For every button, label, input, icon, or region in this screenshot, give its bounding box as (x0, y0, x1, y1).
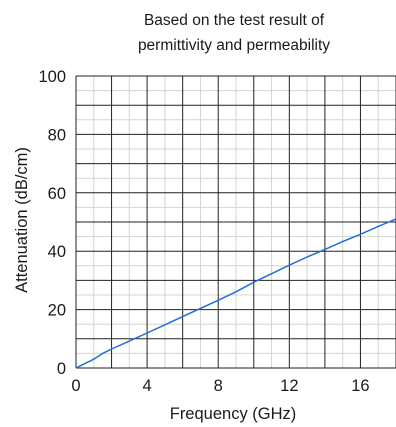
chart-title-line-1: Based on the test result of (144, 12, 325, 29)
x-tick-label: 16 (351, 377, 369, 395)
x-tick-label: 12 (280, 377, 298, 395)
chart-title-line-2: permittivity and permeability (138, 37, 330, 54)
x-tick-label: 8 (214, 377, 223, 395)
y-tick-label: 100 (38, 68, 66, 86)
x-axis-label: Frequency (GHz) (170, 405, 297, 423)
attenuation-line (75, 218, 396, 369)
x-tick-labels: 0 4 8 12 16 (71, 377, 369, 395)
y-tick-label: 80 (48, 126, 66, 144)
x-tick-label: 4 (143, 377, 152, 395)
y-axis-label: Attenuation (dB/cm) (13, 147, 31, 293)
minor-grid (76, 76, 396, 368)
y-tick-label: 40 (48, 243, 66, 261)
y-tick-label: 0 (57, 360, 66, 378)
data-series (75, 218, 396, 369)
major-grid (75, 75, 396, 369)
y-tick-label: 20 (48, 302, 66, 320)
x-tick-label: 0 (71, 377, 80, 395)
y-tick-labels: 0 20 40 60 80 100 (38, 68, 66, 378)
y-tick-label: 60 (48, 185, 66, 203)
